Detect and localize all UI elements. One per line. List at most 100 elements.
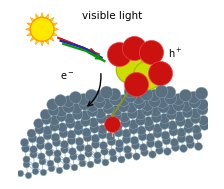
Point [129,106,133,109]
Text: e$^-$: e$^-$ [60,71,75,82]
Point [131,128,135,131]
Point [200,108,204,111]
Point [91,121,95,124]
Point [128,95,132,98]
Point [73,96,77,99]
Polygon shape [52,23,58,26]
Point [195,128,198,131]
Point [54,141,58,144]
Point [195,133,199,136]
Point [125,137,128,140]
Point [144,92,147,95]
Point [59,109,62,112]
Point [98,111,102,114]
Point [78,139,81,143]
Point [192,101,196,104]
Point [114,108,117,111]
Point [81,97,85,100]
Point [83,119,87,122]
Point [43,112,47,115]
Point [94,142,97,145]
Polygon shape [45,14,48,19]
Point [104,91,108,94]
Point [66,105,70,108]
Point [60,126,64,129]
Point [55,152,59,155]
Point [157,143,160,146]
Point [97,95,100,98]
Polygon shape [45,39,48,45]
Point [128,89,131,92]
Point [29,131,33,134]
Point [57,168,60,171]
Point [52,124,56,127]
Polygon shape [40,41,44,46]
Point [86,146,90,149]
Point [40,154,43,157]
Point [97,100,101,103]
Point [145,108,149,112]
Point [37,127,41,130]
Point [49,167,52,170]
Point [80,161,83,164]
Point [117,52,121,55]
Point [61,131,65,134]
Point [160,100,164,103]
Polygon shape [30,18,35,22]
Point [147,125,151,128]
Point [137,102,140,105]
Point [44,118,47,121]
Point [180,136,183,139]
Point [106,107,110,110]
Point [154,115,157,119]
Point [31,147,35,150]
Point [200,102,204,105]
Point [133,139,136,142]
Point [40,160,44,163]
Point [41,171,45,174]
Point [23,146,27,149]
Point [93,137,97,140]
Point [76,123,80,126]
Point [171,129,175,132]
Point [184,105,188,108]
Point [133,144,137,147]
Point [196,144,200,147]
Point [24,157,28,160]
Point [123,121,127,124]
Point [138,118,142,121]
Point [134,155,138,158]
Point [140,134,144,137]
Point [72,165,76,168]
Point [170,124,174,127]
Point [111,156,114,159]
Point [164,133,167,136]
Point [116,130,120,133]
Point [136,96,140,99]
Point [101,133,104,136]
Point [23,141,26,144]
Polygon shape [52,32,58,36]
Point [36,122,40,125]
Point [102,149,106,152]
Point [33,164,36,167]
Point [176,98,179,101]
Point [159,90,163,93]
Point [109,134,112,137]
Point [84,130,88,133]
Point [121,104,125,107]
Point [110,122,114,125]
Point [126,148,129,151]
Point [145,73,149,76]
Point [142,151,145,154]
Point [75,112,78,115]
Point [76,129,80,132]
Point [202,118,205,121]
Polygon shape [27,32,32,36]
Point [88,163,91,166]
Polygon shape [49,18,54,22]
Point [183,94,187,97]
Point [66,100,69,103]
Point [103,160,107,163]
Point [30,137,34,140]
